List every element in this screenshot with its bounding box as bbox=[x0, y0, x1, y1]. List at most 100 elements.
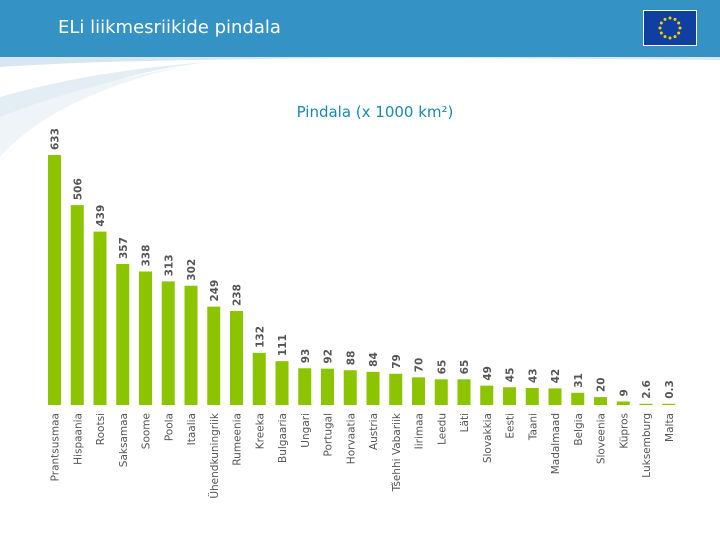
bar-value-label: 65 bbox=[459, 360, 471, 375]
category-label: Slovakkia bbox=[482, 413, 494, 463]
bar-value-label: 357 bbox=[118, 237, 130, 259]
header-bar bbox=[0, 0, 720, 57]
category-label: Belgia bbox=[573, 413, 585, 446]
bar-value-label: 633 bbox=[50, 128, 62, 150]
bar-value-label: 43 bbox=[527, 368, 539, 383]
category-label: Läti bbox=[459, 413, 471, 432]
bar-value-label: 65 bbox=[436, 360, 448, 375]
bar-value-label: 20 bbox=[596, 377, 608, 392]
category-label: Itaalia bbox=[186, 413, 198, 445]
flag-star bbox=[659, 21, 663, 25]
bar bbox=[93, 231, 107, 405]
category-label: Rumeenia bbox=[232, 413, 244, 466]
bar bbox=[48, 155, 61, 405]
category-label: Ühendkuningriik bbox=[208, 412, 221, 499]
bar bbox=[480, 385, 494, 405]
flag-star bbox=[668, 16, 672, 20]
flag-star bbox=[677, 31, 681, 35]
bar bbox=[548, 388, 562, 405]
bar-value-label: 31 bbox=[573, 373, 585, 388]
bar bbox=[298, 368, 312, 405]
bar bbox=[230, 311, 243, 405]
bar-value-label: 70 bbox=[414, 358, 426, 373]
bar-value-label: 42 bbox=[550, 369, 562, 384]
page-title: ELi liikmesriikide pindala bbox=[58, 17, 281, 38]
bar bbox=[389, 373, 403, 405]
bar-value-label: 111 bbox=[277, 334, 289, 356]
bar-value-label: 506 bbox=[72, 178, 84, 200]
eu-flag-stars bbox=[658, 16, 682, 40]
flag-star bbox=[673, 35, 677, 39]
bar bbox=[343, 370, 357, 405]
bar bbox=[412, 377, 425, 405]
bar-value-label: 49 bbox=[482, 366, 494, 381]
category-label: Austria bbox=[368, 413, 380, 450]
bar-value-label: 9 bbox=[618, 389, 630, 396]
bar-value-label: 249 bbox=[209, 280, 221, 302]
bar-value-label: 88 bbox=[345, 351, 357, 366]
bar bbox=[571, 392, 585, 405]
flag-star bbox=[659, 31, 663, 35]
category-label: Prantsusmaa bbox=[50, 413, 62, 481]
bar bbox=[594, 397, 607, 405]
bar-value-label: 84 bbox=[368, 352, 380, 367]
bar bbox=[503, 387, 516, 405]
bar bbox=[275, 361, 289, 405]
bar-value-label: 93 bbox=[300, 349, 312, 364]
bar bbox=[70, 205, 84, 405]
category-label: Luksemburg bbox=[641, 413, 653, 478]
category-label: Küpros bbox=[618, 413, 630, 449]
flag-star bbox=[658, 26, 662, 30]
decorative-swoosh bbox=[0, 57, 720, 157]
bar-value-label: 0.3 bbox=[664, 380, 676, 399]
bar-value-label: 302 bbox=[186, 259, 198, 281]
category-label: Madalmaad bbox=[550, 413, 562, 474]
bar bbox=[207, 306, 221, 405]
category-label: Iirimaa bbox=[414, 413, 426, 449]
category-label: Soome bbox=[141, 413, 153, 449]
bar-value-label: 338 bbox=[141, 245, 153, 267]
flag-star bbox=[663, 17, 667, 21]
category-label: Poola bbox=[163, 413, 175, 441]
bar bbox=[434, 379, 448, 405]
flag-star bbox=[668, 36, 672, 40]
bar-value-label: 439 bbox=[95, 205, 107, 227]
bar bbox=[525, 388, 539, 405]
category-label: Taani bbox=[527, 413, 539, 441]
category-label: Eesti bbox=[505, 413, 517, 439]
bar bbox=[321, 368, 334, 405]
category-label: Horvaatia bbox=[345, 413, 357, 464]
bar bbox=[116, 264, 130, 405]
bar-value-label: 313 bbox=[163, 254, 175, 276]
flag-star bbox=[677, 21, 681, 25]
category-label: Ungari bbox=[300, 413, 312, 448]
category-label: Rootsi bbox=[95, 413, 107, 445]
bar bbox=[161, 281, 175, 405]
bar bbox=[366, 371, 380, 405]
bar bbox=[252, 352, 266, 405]
category-label: Hispaania bbox=[72, 413, 84, 465]
bar bbox=[139, 271, 152, 405]
category-label: Leedu bbox=[436, 413, 448, 445]
flag-star bbox=[663, 35, 667, 39]
category-label: Sloveenia bbox=[596, 413, 608, 464]
chart-title: Pindala (x 1000 km²) bbox=[296, 103, 454, 121]
bar bbox=[616, 401, 630, 405]
bar-value-label: 92 bbox=[323, 349, 335, 364]
category-label: Portugal bbox=[323, 413, 335, 457]
category-label: Kreeka bbox=[254, 413, 266, 449]
category-label: Malta bbox=[664, 413, 676, 442]
bar-value-label: 79 bbox=[391, 354, 403, 369]
category-label: Bulgaaria bbox=[277, 413, 289, 463]
bar bbox=[662, 403, 676, 405]
flag-star bbox=[678, 26, 682, 30]
bar-value-label: 132 bbox=[254, 326, 266, 348]
bar-value-label: 2.6 bbox=[641, 380, 653, 399]
bar-value-label: 238 bbox=[232, 284, 244, 306]
bar-value-label: 45 bbox=[505, 368, 517, 383]
eu-flag-icon bbox=[643, 10, 697, 46]
category-label: Saksamaa bbox=[118, 413, 130, 467]
bar bbox=[639, 403, 653, 405]
category-label: Tšehhi Vabariik bbox=[391, 412, 403, 492]
